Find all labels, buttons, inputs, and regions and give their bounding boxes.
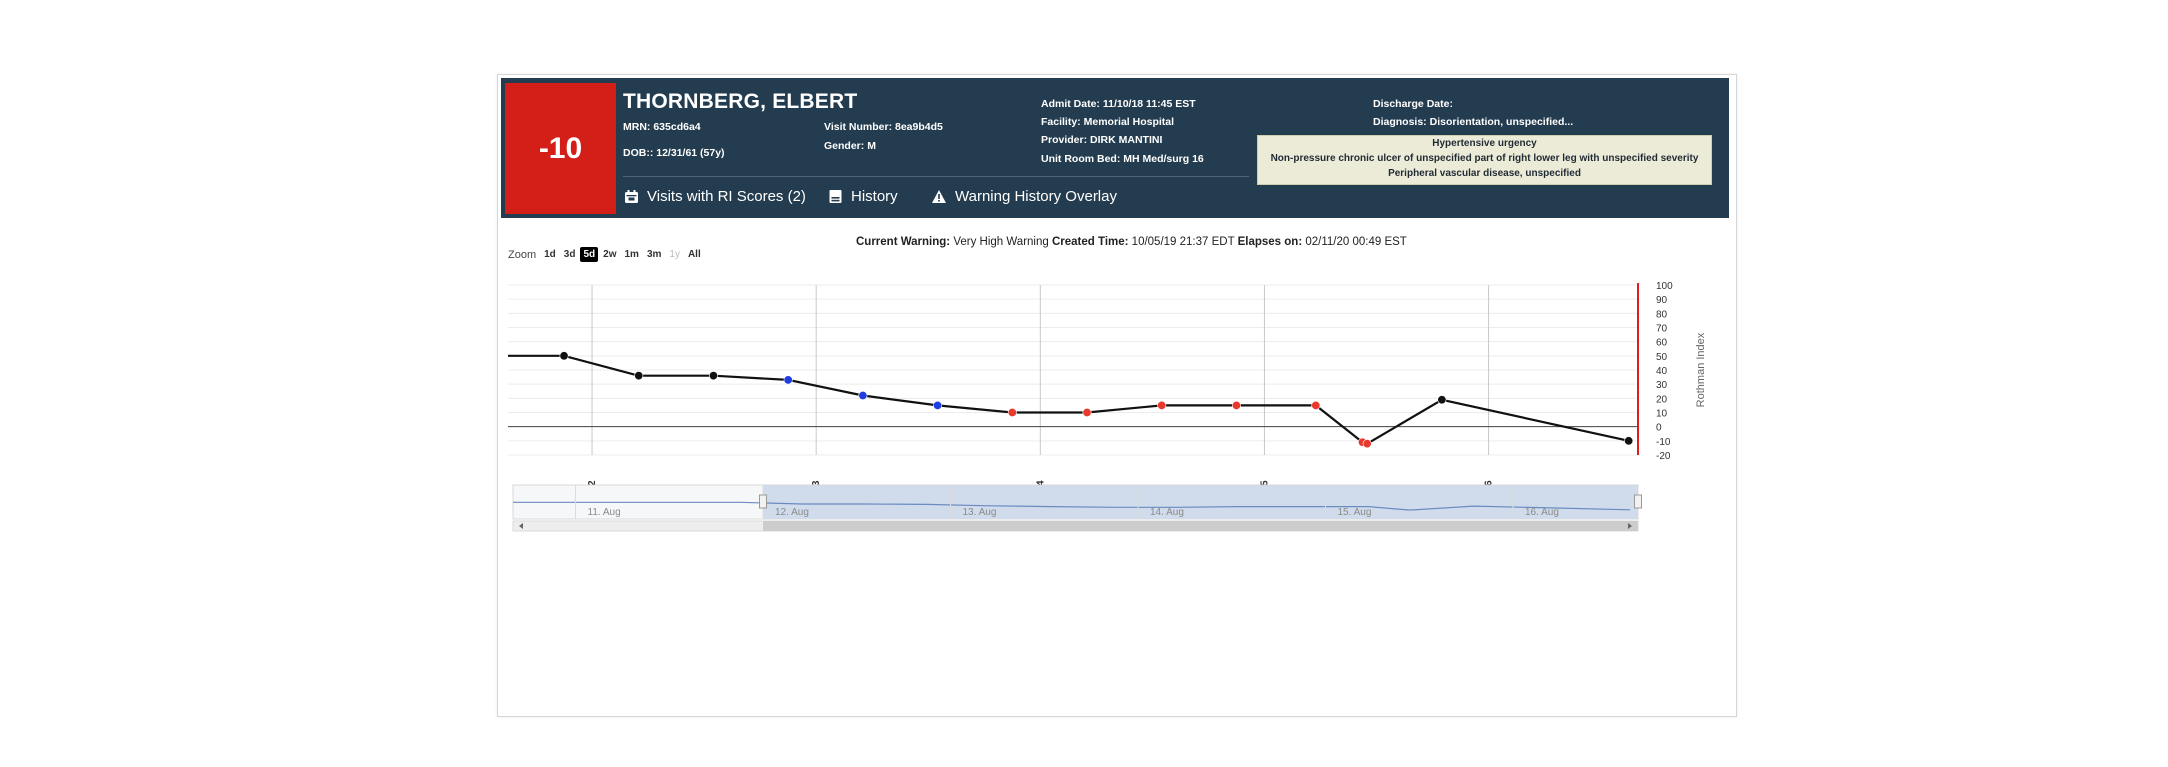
data-point (708, 371, 718, 381)
diagnosis-item: Non-pressure chronic ulcer of unspecifie… (1270, 153, 1699, 164)
navigator-label: 13. Aug (963, 507, 997, 518)
data-point (1007, 407, 1017, 417)
calendar-icon (625, 190, 638, 203)
diagnosis-tooltip: Hypertensive urgency Non-pressure chroni… (1257, 135, 1712, 185)
data-point (1311, 400, 1321, 410)
warning-overlay-button-label: Warning History Overlay (955, 188, 1117, 205)
zoom-option-1d[interactable]: 1d (544, 249, 556, 260)
header-divider (623, 176, 1249, 177)
navigator-label: 12. Aug (775, 507, 809, 518)
patient-name: THORNBERG, ELBERT (623, 90, 858, 113)
discharge-date: Discharge Date: (1373, 98, 1453, 110)
visit-number: Visit Number: 8ea9b4d5 (824, 121, 943, 133)
y-tick-label: 60 (1656, 338, 1668, 349)
zoom-option-3d[interactable]: 3d (563, 249, 576, 260)
y-axis-label: Rothman Index (1695, 332, 1707, 407)
navigator-selected-range (763, 485, 1638, 519)
zoom-option-5d[interactable]: 5d (580, 247, 599, 262)
zoom-option-1m[interactable]: 1m (624, 249, 639, 260)
history-button[interactable]: History (828, 188, 898, 205)
horizontal-gridlines (508, 284, 1638, 456)
navigator-scrollbar-thumb[interactable] (763, 521, 1638, 531)
zoom-option-2w[interactable]: 2w (603, 249, 617, 260)
data-point (858, 390, 868, 400)
risk-score-badge: -10 (505, 83, 616, 214)
scroll-right-icon[interactable] (1628, 523, 1632, 529)
mrn: MRN: 635cd6a4 (623, 121, 701, 133)
history-button-label: History (851, 188, 898, 205)
data-point (1362, 439, 1372, 449)
data-point (933, 400, 943, 410)
facility: Facility: Memorial Hospital (1041, 116, 1175, 128)
navigator-series-line (513, 501, 1631, 511)
navigator-handle[interactable] (759, 494, 767, 509)
diagnosis-item: Peripheral vascular disease, unspecified (1388, 168, 1581, 179)
y-tick-label: 30 (1656, 380, 1668, 391)
navigator-label: 15. Aug (1338, 507, 1372, 518)
data-point (634, 371, 644, 381)
current-warning-value: Very High Warning (953, 236, 1049, 248)
warning-overlay-button[interactable]: Warning History Overlay (931, 188, 1117, 205)
unit-room-bed: Unit Room Bed: MH Med/surg 16 (1041, 153, 1204, 165)
diagnosis: Diagnosis: Disorientation, unspecified..… (1373, 116, 1574, 128)
warning-icon (932, 190, 946, 203)
visits-button[interactable]: Visits with RI Scores (2) (624, 188, 806, 205)
data-points (559, 351, 1634, 449)
current-warning-line: Current Warning: Very High Warning Creat… (856, 236, 1407, 248)
data-point (1437, 395, 1447, 405)
y-tick-label: 40 (1656, 366, 1668, 377)
navigator-label: 16. Aug (1525, 507, 1559, 518)
elapses-value: 02/11/20 00:49 EST (1305, 236, 1407, 248)
dob: DOB:: 12/31/61 (57y) (623, 147, 725, 159)
history-icon (829, 190, 842, 203)
data-point (1231, 400, 1241, 410)
data-point (559, 351, 569, 361)
zoom-option-All[interactable]: All (687, 249, 701, 260)
patient-header: -10 THORNBERG, ELBERT MRN: 635cd6a4 DOB:… (501, 78, 1729, 218)
y-tick-label: 0 (1656, 423, 1662, 434)
zoom-option-3m[interactable]: 3m (646, 249, 662, 260)
zoom-control: Zoom 1d 3d 5d 2w 1m 3m 1y All (508, 247, 704, 262)
y-tick-label: -20 (1656, 451, 1671, 462)
data-point (1157, 400, 1167, 410)
data-point (1082, 407, 1092, 417)
data-point (1624, 436, 1634, 446)
visits-button-label: Visits with RI Scores (2) (647, 188, 806, 205)
data-point (783, 375, 793, 385)
diagnosis-item: Hypertensive urgency (1432, 138, 1537, 149)
y-tick-label: -10 (1656, 437, 1671, 448)
admit-date: Admit Date: 11/10/18 11:45 EST (1041, 98, 1196, 110)
created-time-value: 10/05/19 21:37 EDT (1131, 236, 1235, 248)
provider: Provider: DIRK MANTINI (1041, 134, 1163, 146)
patient-card: -10 THORNBERG, ELBERT MRN: 635cd6a4 DOB:… (497, 74, 1737, 717)
y-tick-label: 80 (1656, 309, 1668, 320)
navigator-label: 14. Aug (1150, 507, 1184, 518)
y-tick-label: 50 (1656, 352, 1668, 363)
y-tick-label: 90 (1656, 295, 1668, 306)
y-tick-label: 70 (1656, 324, 1668, 335)
series-line (508, 354, 1629, 445)
y-tick-label: 20 (1656, 394, 1668, 405)
scroll-left-icon[interactable] (519, 523, 523, 529)
zoom-label: Zoom (508, 248, 537, 261)
gender: Gender: M (824, 140, 876, 152)
navigator-handle[interactable] (1634, 494, 1642, 509)
y-tick-label: 100 (1656, 281, 1673, 292)
navigator: 11. Aug 12. Aug 13. Aug 14. Aug 15. Aug 16. A… (512, 484, 1642, 532)
navigator-label: 11. Aug (588, 507, 621, 518)
y-tick-label: 10 (1656, 409, 1668, 420)
zoom-option-1y: 1y (669, 249, 680, 260)
